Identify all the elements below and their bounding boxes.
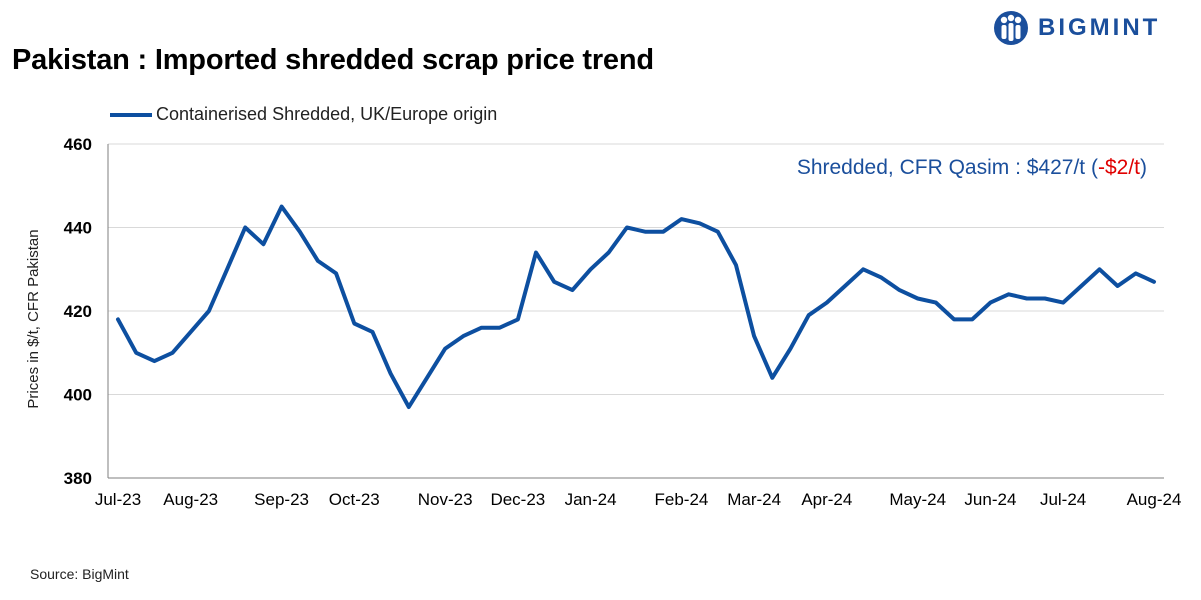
chart-title: Pakistan : Imported shredded scrap price… [12,44,654,76]
annotation-prefix: Shredded, CFR Qasim : $427/t ( [797,156,1098,179]
x-tick-label: Jul-24 [1040,490,1086,509]
annotation-suffix: ) [1140,156,1147,179]
legend-label: Containerised Shredded, UK/Europe origin [156,104,498,124]
y-axis-title: Prices in $/t, CFR Pakistan [25,229,42,408]
x-tick-label: Mar-24 [727,490,781,509]
legend-line-swatch [110,112,152,117]
y-tick-label: 440 [64,219,92,238]
x-tick-label: Sep-23 [254,490,309,509]
x-tick-label: Feb-24 [655,490,709,509]
axis-layer: 380 400 420 440 460 Prices in $/t, CFR Pakist… [25,135,1181,509]
grid-layer [108,143,1164,395]
x-tick-label: Oct-23 [329,490,380,509]
y-tick-label: 460 [64,135,92,154]
x-tick-label: May-24 [889,490,946,509]
bigmint-logo: BIGMINT [992,8,1160,48]
annotation-change: -$2/t [1098,156,1140,179]
x-tick-label: Aug-23 [163,490,218,509]
x-tick-label: Apr-24 [801,490,852,509]
y-tick-label: 380 [64,469,92,488]
x-tick-label: Aug-24 [1127,490,1182,509]
logo-text: BIGMINT [1038,14,1161,41]
x-tick-label: Jan-24 [565,490,617,509]
series-line-containerised-shredded [116,204,1156,409]
price-annotation: Shredded, CFR Qasim : $427/t (-$2/t) [797,156,1147,179]
x-tick-label: Jul-23 [95,490,141,509]
y-tick-label: 420 [64,302,92,321]
people-logo-icon [994,11,1028,45]
y-tick-label: 400 [64,386,92,405]
x-tick-label: Jun-24 [964,490,1016,509]
source-note: Source: BigMint [30,566,129,582]
series-layer [116,204,1156,409]
x-tick-label: Nov-23 [418,490,473,509]
x-tick-label: Dec-23 [490,490,545,509]
legend: Containerised Shredded, UK/Europe origin [110,104,497,125]
